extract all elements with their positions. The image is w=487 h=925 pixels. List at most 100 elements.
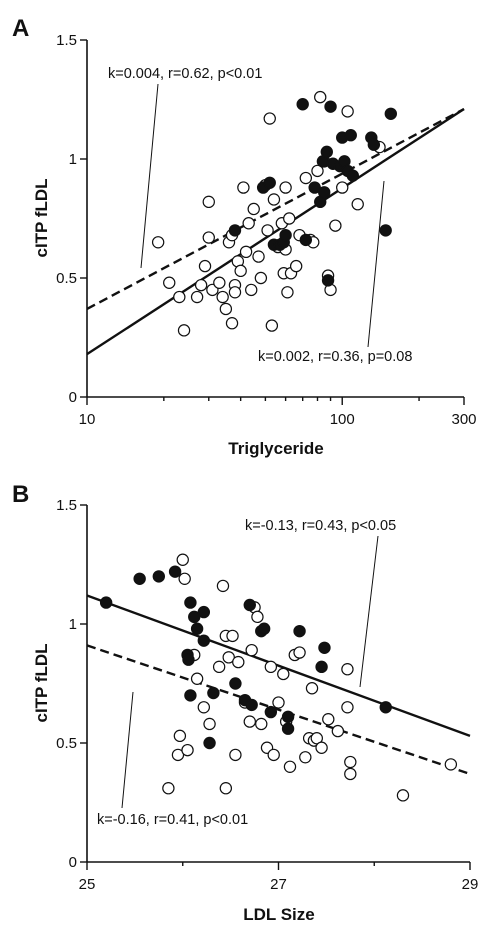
panel-a-point-open <box>281 286 294 299</box>
panel-b-point-open <box>245 643 258 657</box>
panel-b-fit-annotation-solid: k=-0.13, r=0.43, p<0.05 <box>245 518 396 534</box>
panel-a-point-filled <box>320 145 333 159</box>
panel-b-point-open <box>315 741 328 754</box>
panel-a-y-tick-label: 0 <box>69 389 77 406</box>
panel-b-point-filled <box>293 624 306 638</box>
panel-b-annotation-leader-dashed <box>121 691 134 809</box>
panel-a-fit-annotation-dashed: k=0.004, r=0.62, p<0.01 <box>108 66 262 82</box>
panel-b-point-filled <box>197 634 211 647</box>
panel-b-point-open <box>341 663 354 676</box>
panel-a-point-open <box>263 112 276 125</box>
panel-b-point-filled <box>99 596 113 609</box>
panel-b-point-filled <box>182 653 195 666</box>
panel-a-point-open <box>329 219 342 232</box>
panel-b-point-filled <box>318 641 331 655</box>
panel-a-point-open <box>225 317 239 330</box>
panel-b-point-open <box>251 610 264 624</box>
panel-a-point-open <box>311 164 324 178</box>
panel-a: A 0 0.5 1 1.5 10 100 300 cITP fLDL Triglyceri… <box>12 15 477 458</box>
panel-a-point-filled <box>321 274 335 287</box>
panel-a-point-open <box>237 181 250 194</box>
panel-a-point-open <box>239 245 253 259</box>
panel-b-point-open <box>283 760 297 774</box>
panel-b-y-tick-label: 1.5 <box>56 497 77 514</box>
panel-b-point-filled <box>281 710 295 724</box>
panel-b-point-open <box>226 629 239 643</box>
panel-b-point-open <box>322 713 335 726</box>
panel-b-point-filled <box>207 686 220 700</box>
panel-a-x-axis-title: Triglyceride <box>228 439 323 458</box>
panel-b-point-open <box>264 660 278 674</box>
panel-a-y-axis-title: cITP fLDL <box>32 178 51 257</box>
panel-a-point-open <box>177 324 191 337</box>
panel-b-point-filled <box>188 610 201 624</box>
panel-b-point-open <box>255 717 268 731</box>
panel-b-point-filled <box>243 598 256 612</box>
panel-b-y-tick-label: 0 <box>69 854 77 871</box>
panel-a-y-axis: 0 0.5 1 1.5 <box>56 32 87 406</box>
panel-b-fit-annotation-dashed: k=-0.16, r=0.41, p<0.01 <box>97 812 248 828</box>
panel-b-data-points <box>99 553 458 802</box>
panel-b-point-open <box>444 758 458 771</box>
panel-a-point-filled <box>379 224 392 237</box>
panel-b-point-open <box>219 782 233 795</box>
panel-b-point-open <box>272 696 285 709</box>
panel-b-point-open <box>341 701 354 714</box>
panel-a-point-open <box>265 319 279 332</box>
panel-a-point-open <box>245 283 258 297</box>
panel-b-point-filled <box>184 689 197 702</box>
panel-a-point-open <box>234 264 247 278</box>
panel-a-point-open <box>252 250 265 263</box>
panel-a-point-filled <box>318 186 331 199</box>
panel-b-point-open <box>173 729 187 743</box>
panel-a-point-open <box>194 278 208 292</box>
panel-b-point-filled <box>152 570 166 583</box>
panel-a-point-open <box>163 276 176 289</box>
panel-b-point-open <box>229 748 242 762</box>
panel-b-letter: B <box>12 481 29 508</box>
panel-a-x-tick-label: 100 <box>330 411 355 428</box>
panel-a-annotation-leader-solid <box>367 180 385 348</box>
panel-a-point-filled <box>299 233 313 247</box>
panel-b-point-open <box>267 748 280 762</box>
panel-b-point-open <box>344 767 357 781</box>
panel-b-point-open <box>277 667 290 681</box>
panel-a-point-filled <box>367 138 381 151</box>
panel-b-point-filled <box>203 736 216 750</box>
panel-a-point-filled <box>263 176 276 189</box>
panel-b-fit-lines <box>86 594 471 776</box>
panel-a-letter: A <box>12 15 29 42</box>
panel-b-y-axis: 0 0.5 1 1.5 <box>56 497 87 871</box>
panel-b-point-filled <box>197 605 211 619</box>
panel-b-x-tick-label: 27 <box>270 876 287 893</box>
panel-b-y-axis-title: cITP fLDL <box>32 643 51 722</box>
panel-b-point-open <box>212 660 226 674</box>
panel-b-annotation-leader-solid <box>359 535 379 688</box>
panel-b-point-open <box>331 724 345 738</box>
panel-b-point-filled <box>190 622 204 635</box>
panel-b-point-open <box>305 682 319 695</box>
panel-a-point-open <box>341 105 354 118</box>
panel-a-point-open <box>351 198 364 211</box>
panel-a-point-open <box>228 286 242 299</box>
panel-a-point-open <box>247 202 260 216</box>
panel-a-point-open <box>202 195 215 209</box>
panel-a-point-open <box>216 290 229 304</box>
panel-b-point-open <box>396 789 410 802</box>
panel-b-y-tick-label: 0.5 <box>56 735 77 752</box>
panel-a-data-points <box>151 90 398 337</box>
panel-a-y-tick-label: 1 <box>69 151 77 168</box>
panel-b-point-open <box>243 715 256 728</box>
panel-b-x-tick-label: 29 <box>462 876 479 893</box>
panel-b-point-open <box>203 717 216 731</box>
panel-a-fit-line-solid <box>86 108 465 356</box>
panel-b-point-open <box>171 748 185 762</box>
panel-a-x-axis: 10 100 300 <box>79 397 477 428</box>
panel-b-point-open <box>178 572 191 585</box>
panel-b-point-filled <box>245 698 258 712</box>
panel-a-point-open <box>283 212 296 225</box>
panel-b-fit-line-solid <box>86 594 471 737</box>
panel-b-x-axis-title: LDL Size <box>243 905 314 924</box>
panel-b-point-open <box>293 646 306 659</box>
panel-a-y-tick-label: 0.5 <box>56 270 77 287</box>
